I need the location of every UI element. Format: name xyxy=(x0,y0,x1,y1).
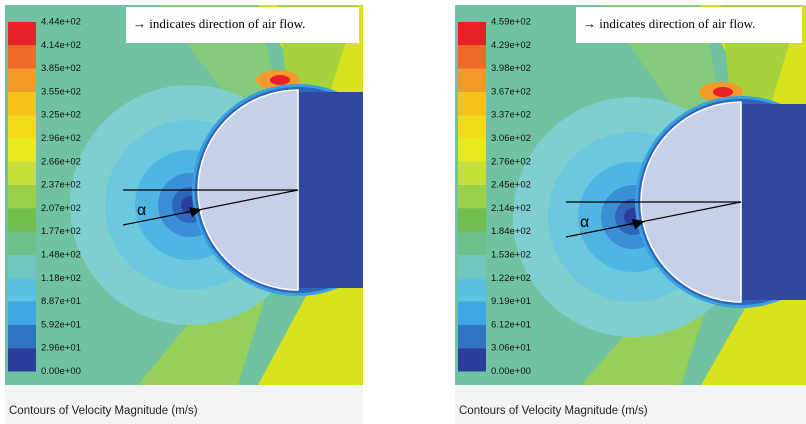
legend-swatch xyxy=(458,302,486,325)
legend-label: 3.55e+02 xyxy=(41,86,81,97)
wake xyxy=(299,92,363,288)
legend-label: 3.06e+01 xyxy=(491,343,531,354)
caption: Contours of Velocity Magnitude (m/s) xyxy=(459,405,648,417)
legend-swatch xyxy=(8,278,36,301)
legend-label: 4.44e+02 xyxy=(41,17,81,28)
legend-swatch xyxy=(458,185,486,208)
legend-swatch xyxy=(8,348,36,371)
legend-label: 2.14e+02 xyxy=(491,203,531,214)
note: → indicates direction of air flow. xyxy=(583,16,755,31)
note: → indicates direction of air flow. xyxy=(133,16,305,31)
legend-label: 3.98e+02 xyxy=(491,63,531,74)
legend-label: 1.53e+02 xyxy=(491,250,531,261)
field-zone xyxy=(270,75,290,85)
legend-label: 0.00e+00 xyxy=(491,366,531,377)
legend-swatch xyxy=(8,208,36,231)
legend-swatch xyxy=(458,139,486,162)
legend-swatch xyxy=(458,348,486,371)
legend-label: 2.76e+02 xyxy=(491,156,531,167)
legend-label: 8.87e+01 xyxy=(41,296,81,307)
legend-label: 1.84e+02 xyxy=(491,226,531,237)
legend-swatch xyxy=(458,115,486,138)
legend-label: 1.18e+02 xyxy=(41,273,81,284)
angle-label: α xyxy=(580,214,589,231)
legend-swatch xyxy=(458,69,486,92)
legend-swatch xyxy=(8,325,36,348)
legend-swatch xyxy=(458,232,486,255)
page: 4.44e+02 4.14e+02 3.85e+02 3.55e+02 3.25e+02… xyxy=(0,0,806,424)
legend-label: 5.92e+01 xyxy=(41,319,81,330)
legend-label: 1.77e+02 xyxy=(41,226,81,237)
legend-label: 4.14e+02 xyxy=(41,40,81,51)
wake xyxy=(742,104,806,300)
legend-label: 1.22e+02 xyxy=(491,273,531,284)
legend-label: 2.45e+02 xyxy=(491,180,531,191)
legend-swatch xyxy=(458,208,486,231)
legend-swatch xyxy=(8,232,36,255)
legend-swatch xyxy=(458,255,486,278)
legend-swatch xyxy=(8,139,36,162)
legend-label: 2.37e+02 xyxy=(41,180,81,191)
legend-label: 2.96e+02 xyxy=(41,133,81,144)
legend-swatch xyxy=(458,45,486,68)
legend-label: 3.67e+02 xyxy=(491,86,531,97)
legend-label: 2.07e+02 xyxy=(41,203,81,214)
angle-label: α xyxy=(137,202,146,219)
legend-label: 3.37e+02 xyxy=(491,110,531,121)
legend-swatch xyxy=(458,325,486,348)
legend-label: 3.85e+02 xyxy=(41,63,81,74)
legend-swatch xyxy=(8,22,36,45)
legend-label: 2.96e+01 xyxy=(41,343,81,354)
legend-label: 4.59e+02 xyxy=(491,17,531,28)
legend-label: 2.66e+02 xyxy=(41,156,81,167)
legend-swatch xyxy=(8,302,36,325)
field-zone xyxy=(713,87,733,97)
caption: Contours of Velocity Magnitude (m/s) xyxy=(9,405,198,417)
legend-swatch xyxy=(8,162,36,185)
legend-label: 6.12e+01 xyxy=(491,319,531,330)
legend-swatch xyxy=(8,255,36,278)
legend-swatch xyxy=(8,185,36,208)
legend-swatch xyxy=(8,115,36,138)
legend-swatch xyxy=(458,162,486,185)
legend-label: 9.19e+01 xyxy=(491,296,531,307)
legend-swatch xyxy=(8,69,36,92)
legend-label: 1.48e+02 xyxy=(41,250,81,261)
legend-swatch xyxy=(458,92,486,115)
legend-swatch xyxy=(458,278,486,301)
legend-label: 3.25e+02 xyxy=(41,110,81,121)
legend-swatch xyxy=(8,45,36,68)
panel: 4.44e+02 4.14e+02 3.85e+02 3.55e+02 3.25e+02… xyxy=(5,0,363,424)
legend-label: 0.00e+00 xyxy=(41,366,81,377)
panel: 4.59e+02 4.29e+02 3.98e+02 3.67e+02 3.37e+02… xyxy=(455,0,806,424)
legend-swatch xyxy=(458,22,486,45)
legend-label: 4.29e+02 xyxy=(491,40,531,51)
legend-label: 3.06e+02 xyxy=(491,133,531,144)
legend-swatch xyxy=(8,92,36,115)
